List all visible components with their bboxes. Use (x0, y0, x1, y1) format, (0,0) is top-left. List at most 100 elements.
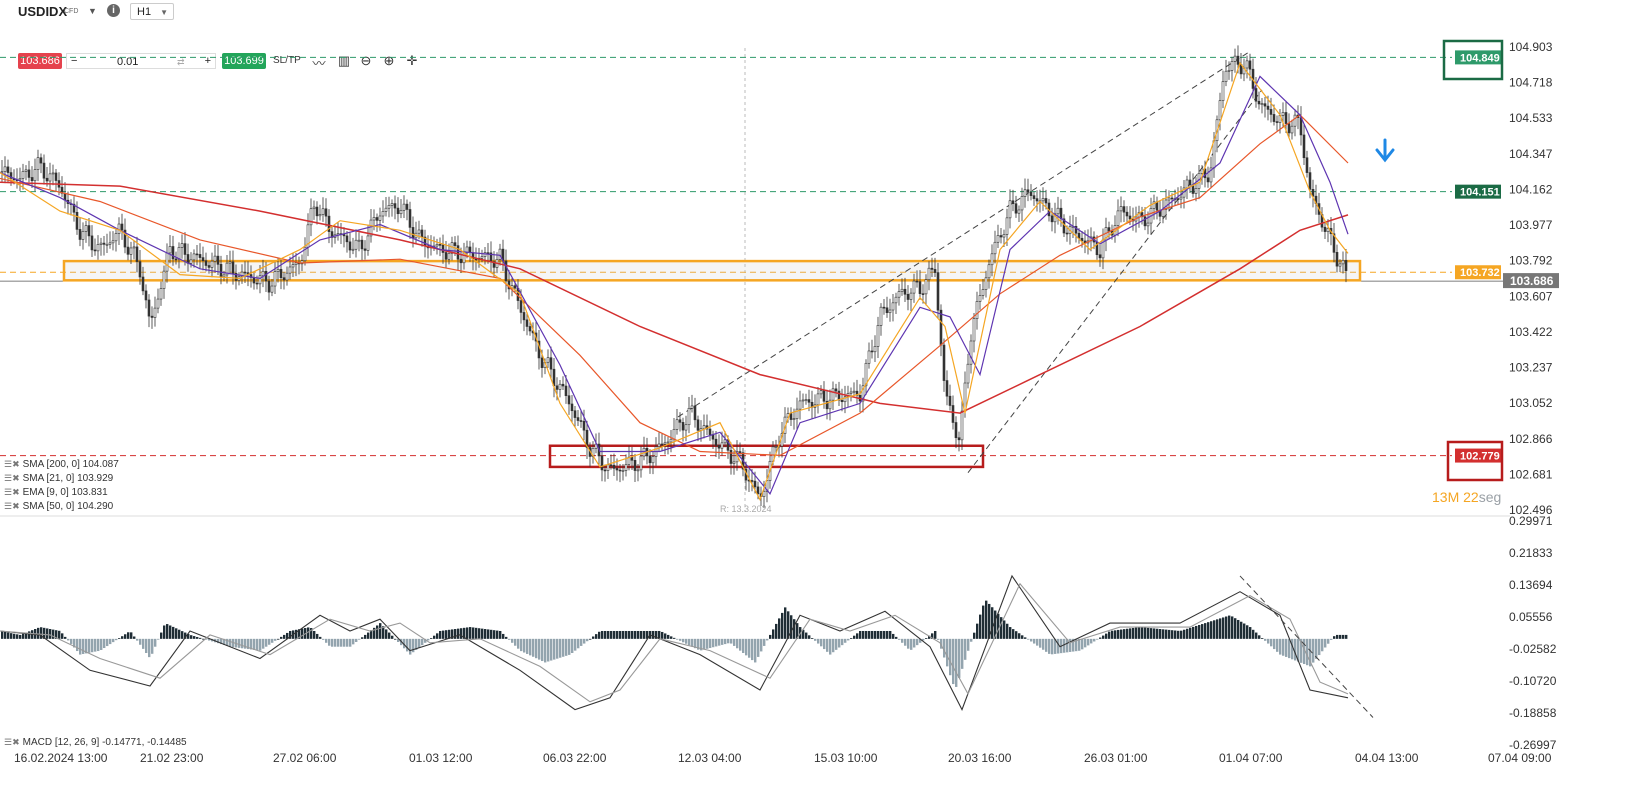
price-tick-label: 103.792 (1509, 254, 1553, 268)
sltp-button[interactable]: SL/TP (273, 55, 301, 66)
macd-histogram-bar (289, 630, 292, 639)
macd-histogram-bar (583, 638, 586, 644)
candle-body (1224, 70, 1228, 82)
settings-icon[interactable]: ☰✖ (4, 487, 20, 497)
macd-histogram-bar (1015, 631, 1018, 639)
macd-histogram-bar (415, 638, 418, 650)
macd-histogram-bar (466, 627, 469, 639)
candle-body (792, 418, 796, 420)
candlestick-icon[interactable]: ▥ (337, 53, 351, 68)
macd-histogram-bar (358, 638, 361, 640)
macd-histogram-bar (1147, 627, 1150, 639)
macd-histogram-bar (832, 638, 835, 653)
candle-body (96, 244, 100, 252)
info-icon[interactable]: i (107, 4, 120, 17)
candle-body (198, 254, 202, 258)
price-tick-label: 104.718 (1509, 76, 1553, 90)
time-tick-label: 20.03 16:00 (948, 751, 1012, 765)
macd-histogram-bar (436, 633, 439, 639)
settings-icon[interactable]: ☰✖ (4, 473, 20, 483)
settings-icon[interactable]: ☰✖ (4, 737, 20, 747)
swap-icon[interactable]: ⇄ (177, 57, 185, 67)
settings-icon[interactable]: ☰✖ (4, 459, 20, 469)
line-chart-icon[interactable]: 〰 (312, 56, 326, 71)
candle-body (384, 207, 388, 212)
macd-histogram-bar (841, 638, 844, 646)
candle-body (1275, 121, 1279, 123)
macd-histogram-bar (661, 631, 664, 639)
candle-body (678, 419, 682, 423)
candle-body (1233, 55, 1237, 62)
candle-body (183, 243, 187, 255)
candle-body (408, 209, 412, 228)
macd-histogram-bar (565, 638, 568, 656)
candle-body (264, 270, 268, 282)
candle-body (1218, 100, 1222, 121)
macd-histogram-bar (280, 636, 283, 639)
candle-body (756, 486, 760, 495)
legend-sma200[interactable]: ☰✖ SMA [200, 0] 104.087 (4, 459, 119, 470)
macd-histogram-bar (1273, 638, 1276, 650)
crosshair-icon[interactable]: ✛ (406, 53, 418, 68)
macd-histogram-bar (1345, 634, 1348, 639)
macd-histogram-bar (283, 634, 286, 639)
candle-body (498, 248, 502, 260)
macd-histogram-bar (127, 632, 130, 639)
symbol-dropdown-icon[interactable]: ▼ (88, 6, 97, 16)
legend-sma21[interactable]: ☰✖ SMA [21, 0] 103.929 (4, 473, 113, 484)
legend-sma50[interactable]: ☰✖ SMA [50, 0] 104.290 (4, 501, 113, 512)
candle-body (267, 280, 271, 293)
volume-decrease-button[interactable]: − (71, 55, 78, 67)
legend-macd[interactable]: ☰✖ MACD [12, 26, 9] -0.14771, -0.14485 (4, 737, 187, 748)
macd-histogram-bar (823, 638, 826, 650)
macd-histogram-bar (835, 638, 838, 650)
candle-body (156, 298, 160, 309)
candle-body (204, 260, 208, 266)
timeframe-select[interactable]: H1 ▼ (130, 3, 174, 20)
symbol-name[interactable]: USDIDX (18, 4, 68, 19)
zoom-out-icon[interactable]: ⊖ (360, 53, 372, 68)
volume-stepper[interactable]: − 0.01 ⇄ + (66, 53, 216, 69)
candle-body (861, 385, 865, 402)
candle-body (600, 455, 604, 471)
candle-body (1341, 260, 1345, 265)
candle-body (879, 306, 883, 326)
macd-histogram-bar (322, 638, 325, 640)
candle-body (141, 276, 145, 292)
macd-histogram-bar (958, 638, 961, 678)
macd-histogram-bar (67, 638, 70, 641)
candle-body (876, 325, 880, 347)
settings-icon[interactable]: ☰✖ (4, 501, 20, 511)
macd-histogram-bar (133, 636, 136, 639)
macd-histogram-bar (877, 630, 880, 639)
volume-increase-button[interactable]: + (204, 55, 211, 67)
time-tick-label: 07.04 09:00 (1488, 751, 1552, 765)
candle-body (939, 309, 943, 346)
candle-body (822, 390, 826, 402)
macd-histogram-bar (19, 634, 22, 639)
candle-body (972, 318, 976, 342)
macd-histogram-bar (298, 629, 301, 639)
macd-histogram-bar (226, 638, 229, 646)
macd-histogram-bar (808, 635, 811, 639)
macd-histogram-bar (979, 614, 982, 639)
legend-ema9[interactable]: ☰✖ EMA [9, 0] 103.831 (4, 487, 108, 498)
candle-body (888, 309, 892, 314)
volume-input[interactable]: 0.01 (117, 56, 139, 68)
candle-body (681, 422, 685, 431)
macd-histogram-bar (634, 630, 637, 639)
macd-histogram-bar (1093, 638, 1096, 642)
candle-body (843, 396, 847, 403)
candle-body (201, 257, 205, 262)
macd-histogram-bar (121, 636, 124, 639)
macd-histogram-bar (109, 638, 112, 645)
candle-body (294, 262, 298, 265)
macd-histogram-bar (1342, 634, 1345, 639)
candle-body (924, 279, 928, 295)
macd-histogram-bar (613, 630, 616, 639)
zoom-in-icon[interactable]: ⊕ (383, 53, 395, 68)
macd-histogram-bar (1156, 628, 1159, 639)
candle-body (513, 285, 517, 289)
candle-body (192, 253, 196, 261)
